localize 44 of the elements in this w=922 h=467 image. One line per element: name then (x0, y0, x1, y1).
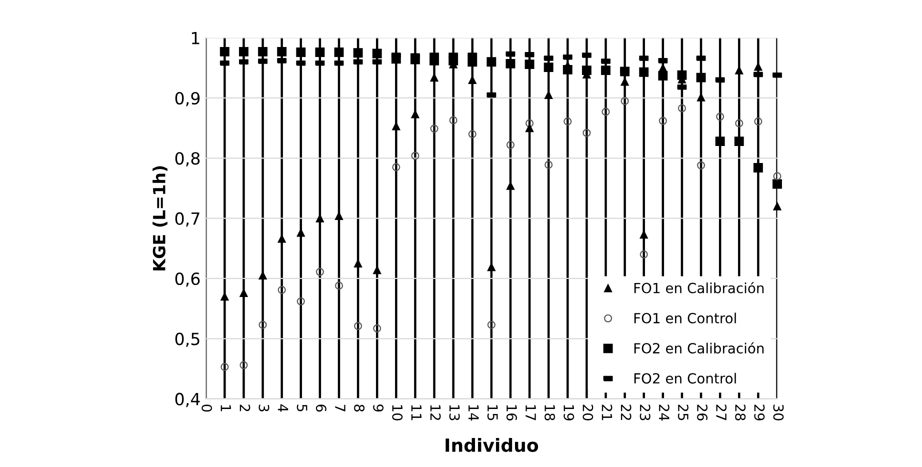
y-tick-label: 0,7 (175, 212, 200, 227)
y-tick-label: 0,6 (175, 272, 200, 287)
x-tick-label: 28 (735, 404, 746, 420)
x-tick-label: 15 (487, 405, 498, 420)
x-tick-label: 7 (335, 404, 346, 412)
x-tick-label: 29 (754, 404, 765, 420)
y-tick-label: 0,5 (175, 332, 200, 347)
x-tick-label: 18 (544, 405, 556, 420)
x-tick-label: 25 (678, 404, 688, 420)
x-tick-label: 0 (202, 404, 212, 412)
x-tick-label: 1 (220, 405, 231, 412)
x-tick-label: 19 (564, 405, 574, 420)
x-tick-label: 14 (468, 405, 479, 421)
x-tick-label: 5 (296, 404, 308, 412)
x-tick-label: 13 (449, 405, 460, 420)
y-tick-label: 1 (192, 32, 200, 44)
legend-label: FO2 en Control (634, 372, 736, 384)
y-axis-title: KGE (L=1h) (152, 166, 168, 270)
x-tick-label: 21 (602, 404, 612, 420)
x-tick-label: 8 (354, 404, 365, 412)
x-tick-label: 2 (240, 404, 250, 412)
y-tick-label: 0,9 (175, 92, 200, 106)
x-tick-label: 3 (258, 404, 270, 412)
y-tick-label: 0,4 (175, 392, 200, 408)
x-tick-label: 6 (316, 404, 326, 412)
x-tick-label: 17 (526, 405, 536, 420)
x-tick-label: 20 (582, 404, 594, 420)
legend-label: FO2 en Calibración (634, 342, 764, 354)
legend-label: FO1 en Calibración (634, 282, 764, 294)
x-tick-label: 30 (773, 404, 784, 420)
x-tick-label: 22 (620, 404, 632, 420)
x-tick-label: 27 (716, 404, 727, 420)
x-axis-title: Individuo (446, 438, 538, 452)
x-tick-label: 11 (411, 405, 422, 420)
legend-label: FO1 en Control (634, 312, 736, 324)
x-tick-label: 26 (696, 404, 708, 420)
x-tick-label: 24 (659, 404, 670, 421)
x-tick-label: 4 (278, 404, 288, 412)
y-tick-label: 0,8 (175, 152, 200, 166)
x-tick-label: 10 (392, 405, 403, 420)
x-tick-label: 16 (506, 405, 517, 420)
x-tick-label: 12 (430, 405, 441, 420)
x-tick-label: 9 (373, 404, 384, 412)
x-tick-label: 23 (640, 404, 650, 420)
